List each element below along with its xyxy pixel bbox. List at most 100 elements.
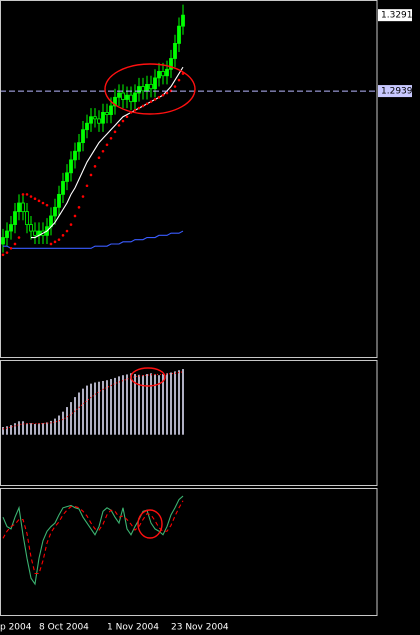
sar-dot <box>45 203 49 207</box>
sar-dot <box>53 240 57 244</box>
sar-dot <box>93 165 97 168</box>
sar-dot <box>177 78 181 82</box>
series-line <box>3 230 184 249</box>
sar-dot <box>29 195 33 198</box>
candle-body <box>73 150 77 161</box>
panel-frame <box>0 360 378 486</box>
series-line <box>2 371 184 430</box>
sar-dot <box>73 214 77 218</box>
x-tick-label: 8 Oct 2004 <box>39 623 89 633</box>
marks-layer <box>0 4 377 586</box>
candle-body <box>33 230 37 236</box>
candle-body <box>93 116 97 120</box>
labels-layer: 1.3291 1.2939 p 2004 8 Oct 2004 1 Nov 2004 23… <box>0 9 413 633</box>
sar-dot <box>41 201 45 205</box>
candle-body <box>129 94 133 103</box>
sar-dot <box>89 173 93 177</box>
candle-body <box>57 193 61 208</box>
candle-body <box>85 122 89 131</box>
sar-dot <box>101 149 105 153</box>
candle-body <box>97 118 101 124</box>
highlight-ellipse <box>104 63 196 115</box>
candle-body <box>169 58 173 70</box>
sar-dot <box>117 124 121 127</box>
candle-body <box>137 86 141 94</box>
sar-dot <box>33 197 37 200</box>
candle-body <box>5 230 9 238</box>
sar-dot <box>137 106 141 110</box>
sar-dot <box>133 108 137 112</box>
panel-frame <box>0 488 378 616</box>
candle-body <box>149 83 153 90</box>
sar-dot <box>157 96 161 99</box>
candle-body <box>61 181 65 195</box>
sar-dot <box>145 102 149 106</box>
candle-body <box>145 83 149 92</box>
sar-dot <box>173 85 177 88</box>
candle-body <box>173 43 177 59</box>
candle-body <box>101 112 105 124</box>
sar-dot <box>25 193 29 196</box>
candle-body <box>109 105 113 115</box>
candle-body <box>177 25 181 44</box>
sar-dot <box>113 130 117 134</box>
sar-dot <box>161 93 165 97</box>
series-line <box>2 495 184 586</box>
candle-body <box>9 224 13 232</box>
candle-body <box>153 77 157 90</box>
sar-dot <box>81 195 85 198</box>
candle-body <box>133 92 137 103</box>
sar-dot <box>77 206 81 209</box>
candle-body <box>13 211 17 225</box>
series-line <box>2 500 184 575</box>
sar-dot <box>21 193 25 196</box>
candle-body <box>29 224 33 232</box>
sar-dot <box>121 119 125 123</box>
price-label-box <box>378 9 412 22</box>
sar-dot <box>97 156 101 160</box>
sar-dot <box>17 236 21 239</box>
sar-dot <box>165 91 169 95</box>
price-label: 1.3291 <box>381 11 413 21</box>
candle-body <box>77 142 81 152</box>
x-tick-label: 23 Nov 2004 <box>171 623 229 633</box>
candle-body <box>25 211 29 225</box>
candle-body <box>1 237 5 245</box>
sar-dot <box>109 137 113 140</box>
candle-body <box>113 96 117 107</box>
highlight-ellipse <box>137 509 163 539</box>
candle-body <box>181 14 185 27</box>
candle-body <box>161 71 165 77</box>
candle-body <box>125 94 129 100</box>
candle-body <box>157 71 161 79</box>
candle-body <box>17 202 21 213</box>
sar-dot <box>57 238 61 241</box>
sar-dot <box>13 242 17 246</box>
candle-body <box>89 116 93 124</box>
panel-frame <box>0 0 378 358</box>
candle-body <box>69 159 73 174</box>
sar-dot <box>5 251 9 254</box>
candle-body <box>141 86 145 92</box>
candle-body <box>165 68 169 77</box>
candle-body <box>81 129 85 144</box>
sar-dot <box>49 242 53 246</box>
sar-dot <box>37 199 41 203</box>
sar-dot <box>153 98 157 101</box>
candle-body <box>121 92 125 100</box>
sar-dot <box>1 253 5 257</box>
sar-dot <box>85 184 89 188</box>
sar-dot <box>65 229 69 233</box>
candle-body <box>53 206 57 217</box>
sar-dot <box>69 223 73 226</box>
sar-dot <box>9 247 13 250</box>
sar-dot <box>141 104 145 108</box>
candle-body <box>105 112 109 115</box>
sar-dot <box>149 100 153 103</box>
candle-body <box>21 202 25 213</box>
x-tick-label: 1 Nov 2004 <box>107 623 159 633</box>
sar-dot <box>61 234 65 237</box>
